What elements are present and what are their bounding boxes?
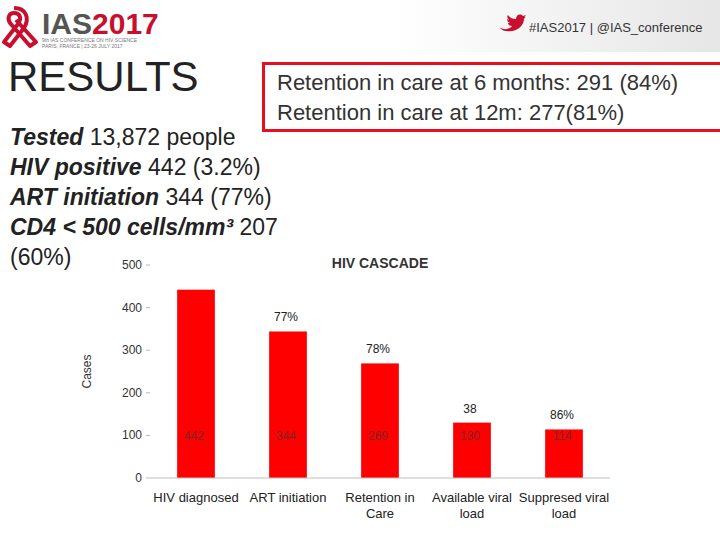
bar <box>177 290 215 478</box>
twitter-bird <box>499 15 526 32</box>
x-axis-line <box>150 478 610 479</box>
y-tick <box>146 435 150 436</box>
bar <box>269 331 307 478</box>
retention-line: Retention in care at 12m: 277(81%) <box>277 98 720 128</box>
y-tick-label: 200 <box>122 386 142 400</box>
stat-label: HIV positive <box>10 154 142 180</box>
logo-icon <box>4 8 36 46</box>
logo-year: 2017 <box>92 7 159 40</box>
x-tick-label: Available viralload <box>432 490 512 521</box>
x-tick-label-line: load <box>552 506 577 521</box>
annotation: 38 <box>463 402 477 416</box>
y-tick <box>146 392 150 393</box>
y-tick <box>146 478 150 479</box>
x-tick-label-line: ART initiation <box>250 490 327 505</box>
logo-main: IAS <box>42 7 92 40</box>
y-tick <box>146 307 150 308</box>
y-axis-label: Cases <box>80 354 94 388</box>
bar <box>545 429 583 478</box>
stat-line: CD4 < 500 cells/mm³ 207 (60%) <box>10 212 335 272</box>
y-tick <box>146 265 150 266</box>
annotation: 78% <box>366 342 390 356</box>
data-label: 269 <box>368 429 388 443</box>
y-tick <box>146 350 150 351</box>
bars <box>177 290 583 478</box>
data-label: 344 <box>276 429 296 443</box>
x-tick-label-line: Available viral <box>432 490 512 505</box>
slide-title: RESULTS <box>8 52 199 102</box>
data-label: 114 <box>552 429 571 443</box>
x-tick-label: ART initiation <box>250 490 327 505</box>
hashtag: #IAS2017 | @IAS_conference <box>529 20 702 35</box>
x-tick-label: HIV diagnosed <box>153 490 238 505</box>
annotation: 86% <box>550 408 574 422</box>
chart: HIV CASCADE Cases 0 100 200 300 400 500 442 344 26… <box>80 255 610 521</box>
stat-label: ART initiation <box>10 184 159 210</box>
x-tick-label: Suppresed viralload <box>519 490 609 521</box>
chart-title: HIV CASCADE <box>332 255 428 271</box>
x-tick-label: Retention inCare <box>345 490 414 521</box>
y-tick-label: 400 <box>122 301 142 315</box>
slide: IAS20179th IAS CONFERENCE ON HIV SCIENCE… <box>0 0 720 540</box>
stat-value: 442 (3.2%) <box>148 154 261 180</box>
data-label: 130 <box>460 429 480 443</box>
stat-label: CD4 < 500 cells/mm³ <box>10 214 233 240</box>
retention-line: Retention in care at 6 months: 291 (84%) <box>277 68 720 98</box>
x-tick-label-line: HIV diagnosed <box>153 490 238 505</box>
stat-line: HIV positive 442 (3.2%) <box>10 152 335 182</box>
retention-box: Retention in care at 6 months: 291 (84%)… <box>262 62 720 132</box>
stat-value: 13,872 people <box>90 124 236 150</box>
y-tick-label: 100 <box>122 428 142 442</box>
bar <box>453 423 491 478</box>
data-label: 442 <box>184 429 204 443</box>
x-tick-label-line: Suppresed viral <box>519 490 609 505</box>
annotation: 77% <box>274 310 298 324</box>
x-tick-label-line: load <box>460 506 485 521</box>
stats: Tested 13,872 peopleHIV positive 442 (3.… <box>10 122 335 272</box>
y-tick-label: 0 <box>135 471 142 485</box>
y-tick-label: 500 <box>122 258 142 272</box>
x-tick-label-line: Retention in <box>345 490 414 505</box>
x-tick-label-line: Care <box>366 506 394 521</box>
logo-ribbon <box>4 8 36 46</box>
logo-text: IAS2017 <box>42 7 159 40</box>
stat-line: ART initiation 344 (77%) <box>10 182 335 212</box>
bar <box>361 363 399 478</box>
stat-value: 344 (77%) <box>165 184 271 210</box>
logo-sub2: PARIS, FRANCE | 23-26 JULY 2017 <box>42 43 123 49</box>
stat-label: Tested <box>10 124 83 150</box>
stat-line: Tested 13,872 people <box>10 122 335 152</box>
y-tick-label: 300 <box>122 343 142 357</box>
